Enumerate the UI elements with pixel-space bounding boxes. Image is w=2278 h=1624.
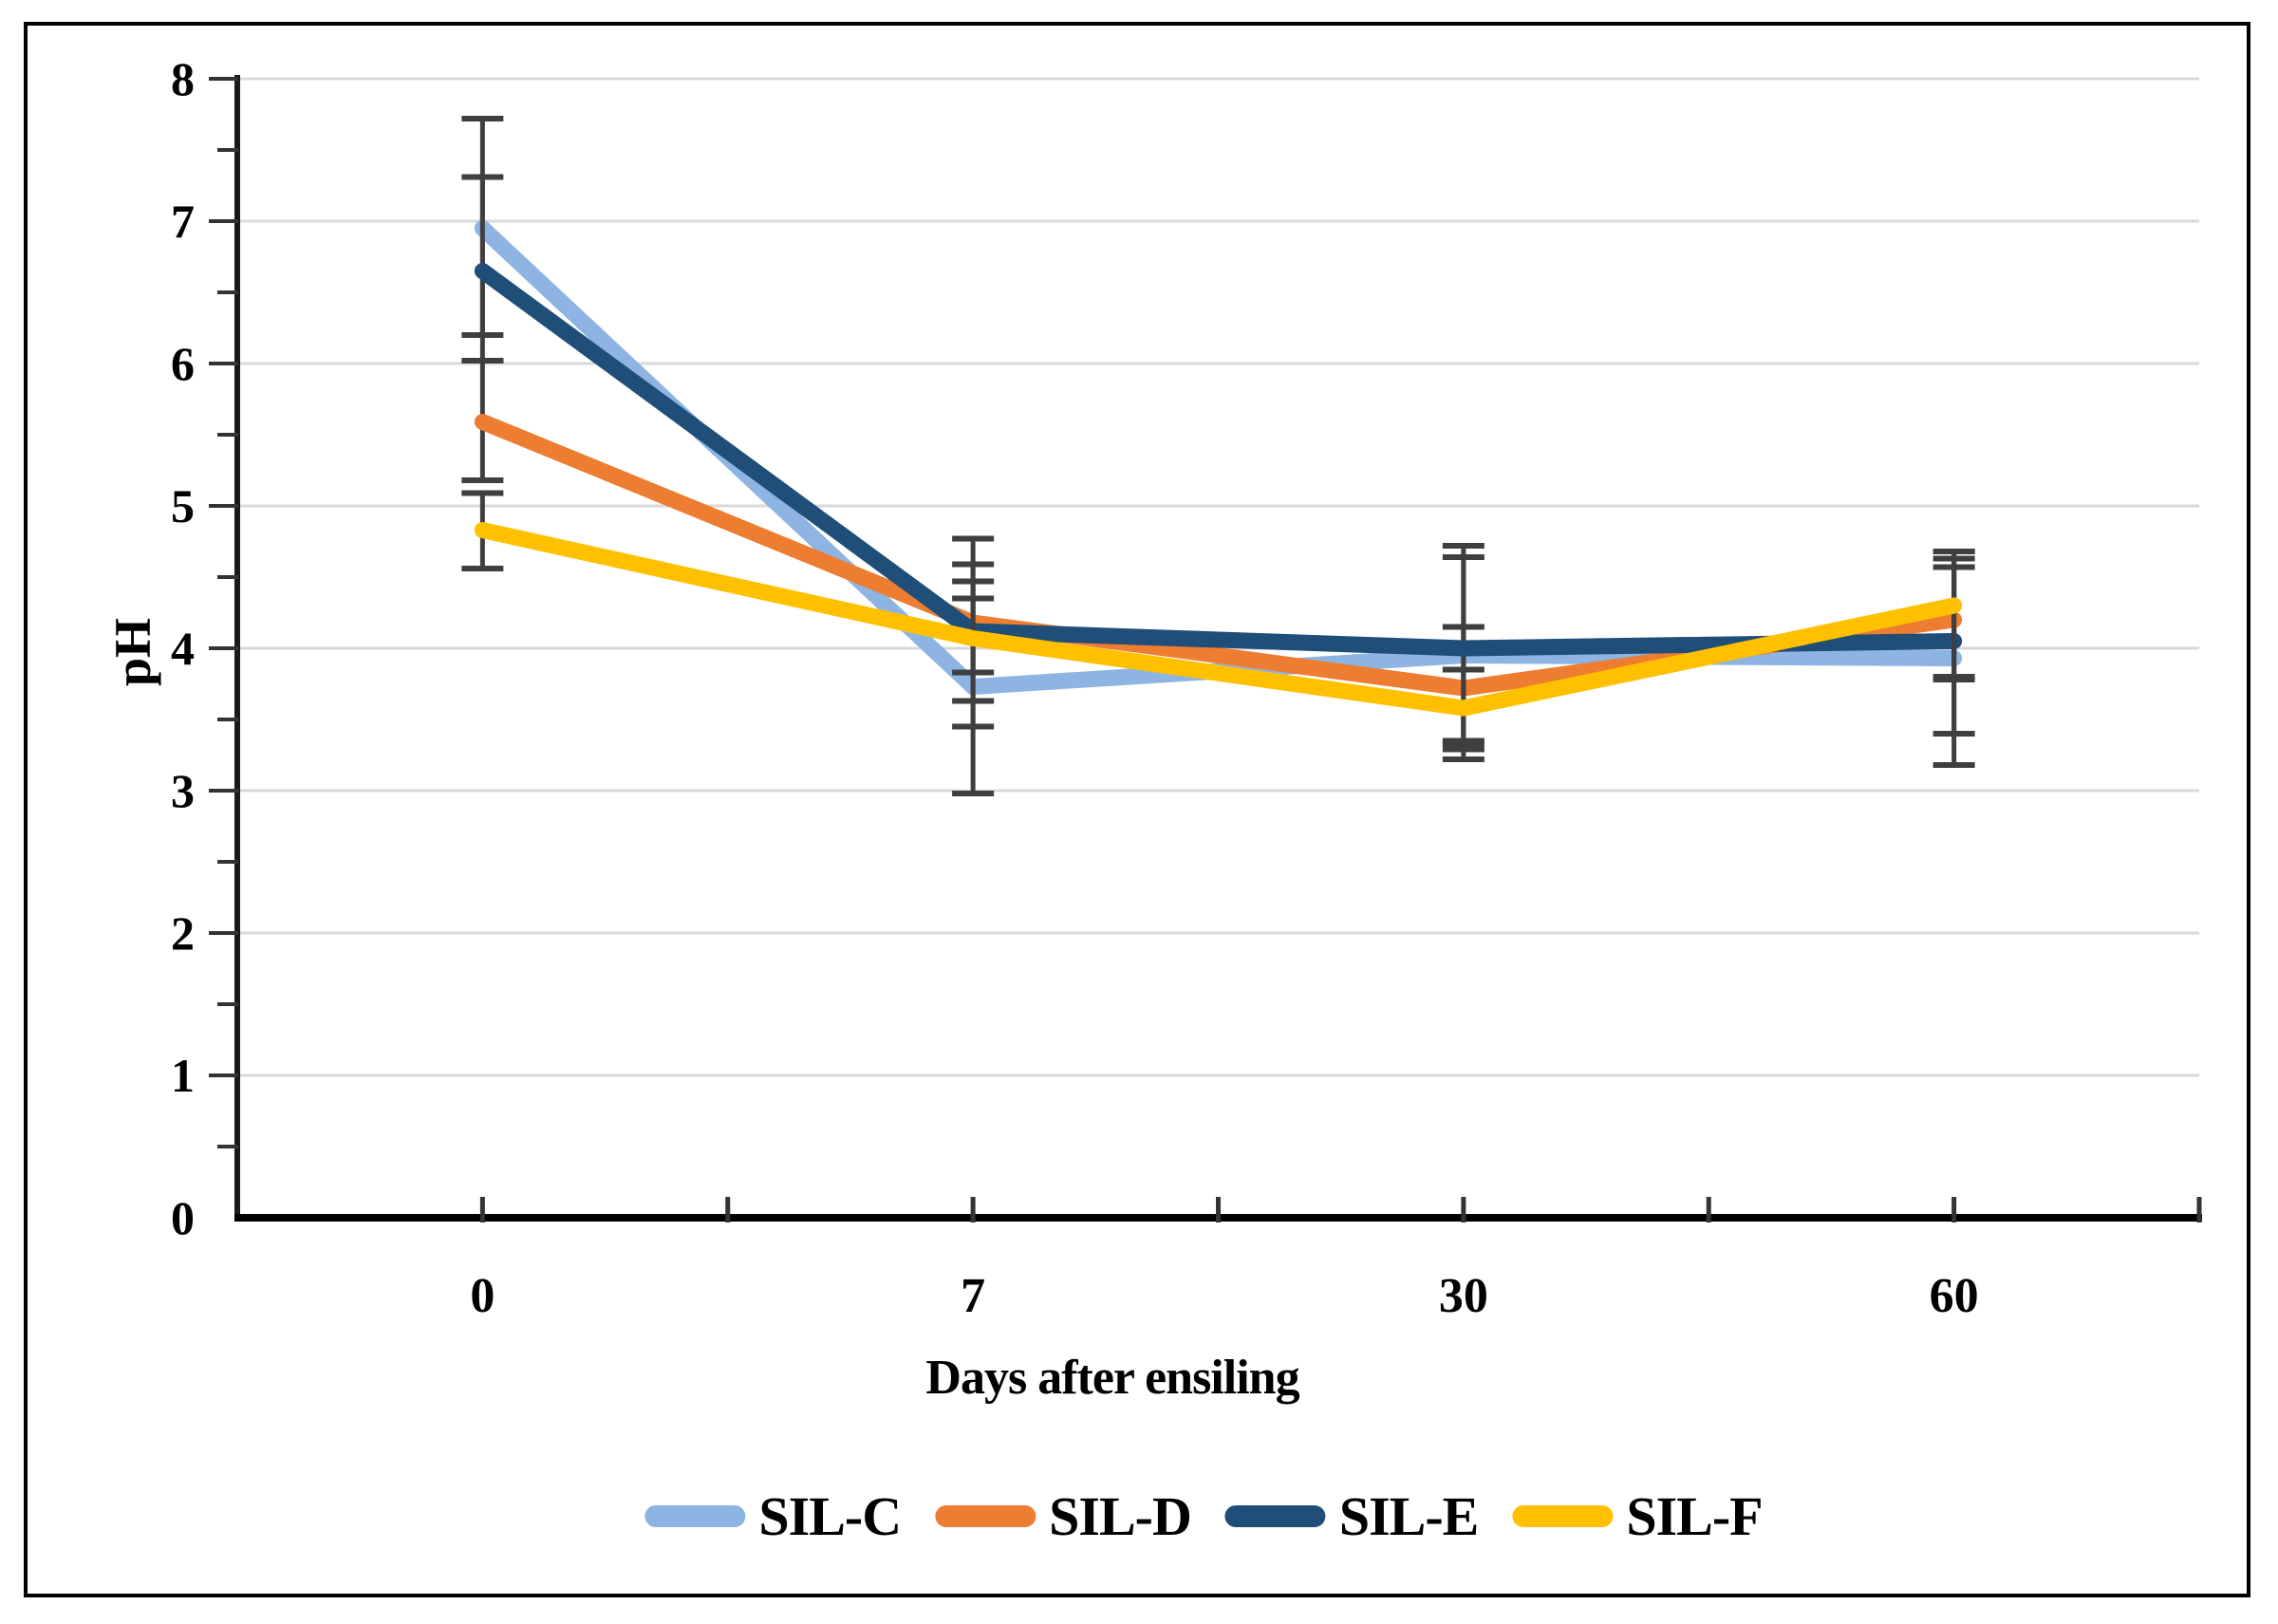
y-tick-label-8: 8 — [171, 52, 195, 105]
x-tick-label-0: 0 — [470, 1269, 495, 1323]
legend-marker-icon — [1224, 1505, 1326, 1527]
legend-marker-icon — [644, 1505, 746, 1527]
legend-label: SIL-C — [758, 1485, 902, 1547]
legend-marker-icon — [935, 1505, 1036, 1527]
y-tick-label-7: 7 — [171, 195, 195, 248]
series-line-sil-e — [474, 263, 1963, 657]
y-tick-label-4: 4 — [171, 622, 195, 675]
legend: SIL-C SIL-D SIL-E SIL-F — [644, 1484, 1764, 1548]
legend-item-sil-c: SIL-C — [644, 1484, 902, 1548]
legend-label: SIL-F — [1626, 1485, 1763, 1547]
y-tick-label-1: 1 — [171, 1049, 195, 1102]
y-tick-label-0: 0 — [171, 1191, 195, 1244]
legend-marker-icon — [1512, 1505, 1614, 1527]
figure-border — [24, 22, 2250, 1597]
legend-item-sil-e: SIL-E — [1224, 1484, 1480, 1548]
legend-item-sil-d: SIL-D — [935, 1484, 1192, 1548]
y-tick-label-5: 5 — [171, 479, 195, 532]
series-line-sil-f — [474, 522, 1963, 717]
y-tick-label-2: 2 — [171, 906, 195, 960]
legend-label: SIL-E — [1338, 1485, 1480, 1547]
x-tick-label-60: 60 — [1929, 1269, 1979, 1323]
y-axis-title: pH — [104, 617, 161, 687]
series-line-sil-c — [474, 220, 1963, 695]
y-tick-label-3: 3 — [171, 764, 195, 817]
y-tick-label-6: 6 — [171, 337, 195, 390]
x-tick-label-7: 7 — [961, 1269, 986, 1323]
legend-label: SIL-D — [1049, 1485, 1192, 1547]
legend-item-sil-f: SIL-F — [1512, 1484, 1764, 1548]
x-axis-title: Days after ensiling — [925, 1351, 1299, 1405]
x-tick-label-30: 30 — [1438, 1269, 1488, 1323]
